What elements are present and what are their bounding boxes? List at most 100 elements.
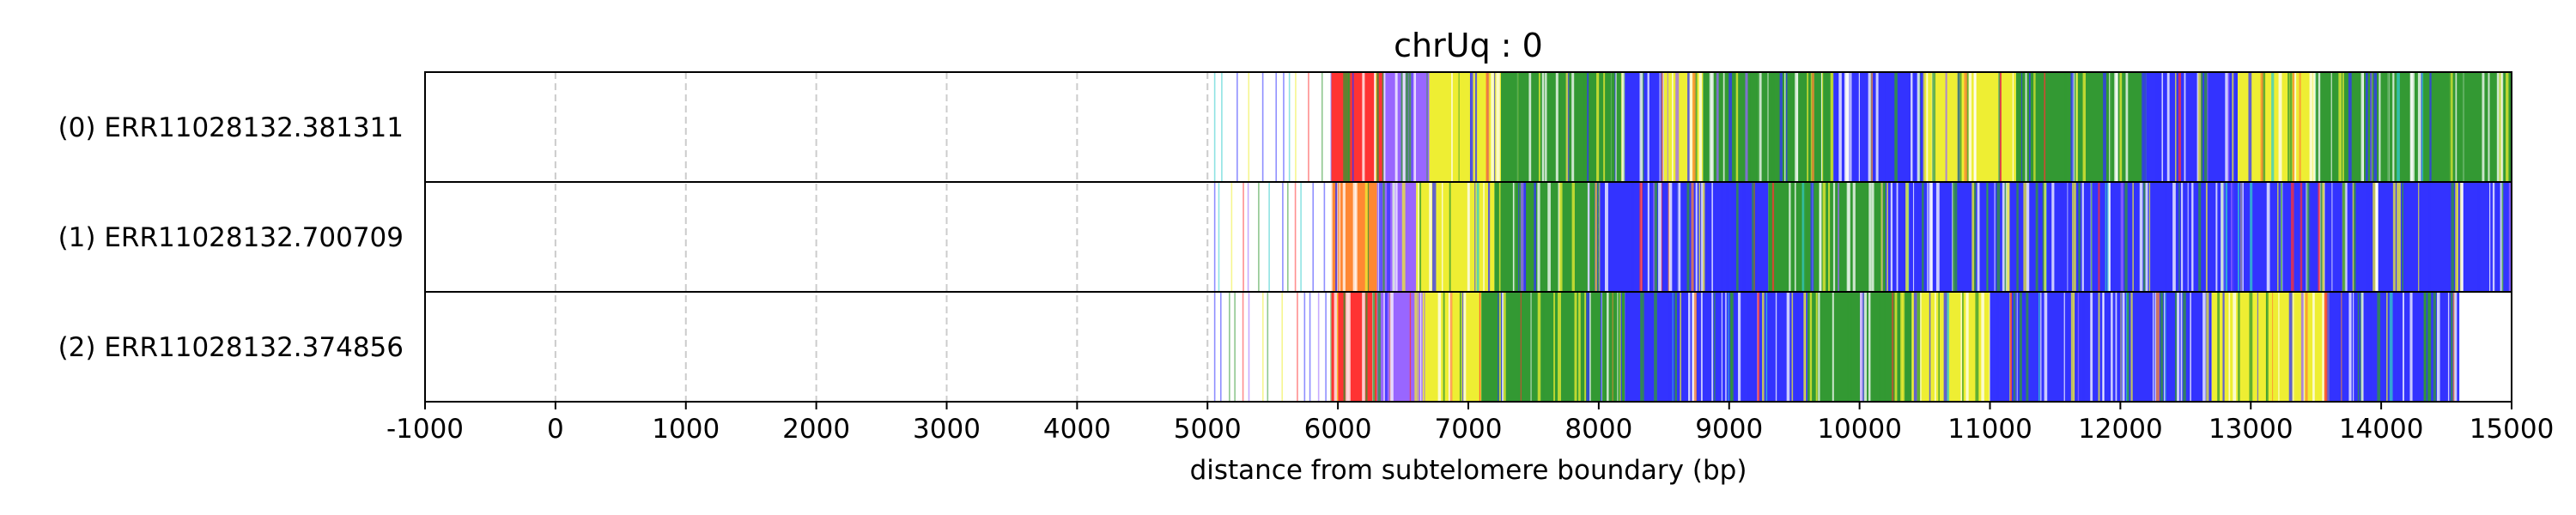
read-stripe [1518, 182, 1520, 292]
read-stripe [1747, 72, 1751, 182]
read-stripe [1336, 182, 1339, 292]
read-stripe [1708, 182, 1710, 292]
read-stripe [2318, 182, 2320, 292]
read-stripe [2397, 182, 2400, 292]
read-stripe [2217, 292, 2221, 402]
read-stripe [1771, 72, 1775, 182]
read-stripe [1758, 72, 1762, 182]
read-stripe [2278, 292, 2280, 402]
read-stripe [1382, 182, 1385, 292]
read-stripe [1691, 182, 1694, 292]
read-stripe [1346, 72, 1350, 182]
x-tick-label: 10000 [1817, 414, 1902, 445]
segment-green [1768, 182, 1886, 292]
read-stripe [1565, 72, 1569, 182]
read-stripe [1661, 72, 1663, 182]
read-stripe [2372, 182, 2376, 292]
read-stripe [1458, 72, 1460, 182]
segment-yellow [2211, 292, 2330, 402]
track-2 [1213, 292, 2461, 402]
read-stripe [1767, 72, 1769, 182]
read-stripe [2082, 292, 2085, 402]
read-stripe [1965, 292, 1969, 402]
read-stripe [1538, 72, 1540, 182]
read-stripe [1498, 292, 1501, 402]
x-tick-label: 5000 [1174, 414, 1242, 445]
segment-blue [1625, 72, 1664, 182]
read-stripe [2330, 72, 2332, 182]
read-stripe [1294, 182, 1297, 292]
read-stripe [1503, 292, 1506, 402]
read-stripe [2397, 292, 2401, 402]
read-stripe [1659, 72, 1661, 182]
read-stripe [2073, 292, 2075, 402]
read-stripe [2120, 292, 2122, 402]
read-stripe [1362, 292, 1365, 402]
read-stripe [1434, 182, 1437, 292]
read-stripe [1809, 292, 1813, 402]
read-stripe [1742, 182, 1746, 292]
read-stripe [2005, 72, 2008, 182]
read-stripe [1807, 72, 1809, 182]
read-stripe [1832, 292, 1834, 402]
track-labels: (0) ERR11028132.381311 (1) ERR11028132.70… [58, 112, 404, 363]
read-stripe [1401, 182, 1406, 292]
read-stripe [2064, 72, 2067, 182]
read-stripe [2496, 72, 2500, 182]
read-stripe [2125, 72, 2129, 182]
read-stripe [1672, 292, 1674, 402]
read-stripe [1409, 292, 1412, 402]
read-stripe [2090, 292, 2093, 402]
read-stripe [2219, 182, 2221, 292]
read-stripe [1958, 72, 1959, 182]
read-stripe [2342, 72, 2344, 182]
read-stripe [1911, 72, 1913, 182]
read-stripe [2320, 182, 2323, 292]
read-stripe [2344, 182, 2348, 292]
read-stripe [1459, 292, 1461, 402]
read-stripe [2034, 72, 2036, 182]
read-stripe [1520, 182, 1524, 292]
read-stripe [1935, 182, 1940, 292]
read-stripe [1731, 182, 1735, 292]
read-stripe [2322, 182, 2325, 292]
read-stripe [1483, 182, 1485, 292]
read-stripe [1932, 72, 1936, 182]
x-tick-label: 4000 [1043, 414, 1111, 445]
read-stripe [1803, 292, 1807, 402]
read-stripe [2433, 292, 2437, 402]
read-stripe [1820, 182, 1824, 292]
read-stripe [2342, 182, 2346, 292]
x-axis-ticks: -1000 0 1000 2000 3000 4000 5000 6000 7000 8000 90… [386, 402, 2554, 445]
read-stripe [1832, 182, 1836, 292]
read-stripe [2457, 72, 2460, 182]
read-stripe [2461, 72, 2464, 182]
segment-green [1494, 182, 1599, 292]
read-stripe [1968, 72, 1972, 182]
read-stripe [1736, 182, 1739, 292]
read-stripe [1935, 292, 1936, 402]
read-stripe [1323, 182, 1326, 292]
read-stripe [2232, 72, 2234, 182]
read-stripe [2394, 292, 2396, 402]
read-stripe [2331, 182, 2333, 292]
read-stripe [1952, 182, 1954, 292]
read-stripe [2075, 72, 2079, 182]
read-stripe [2202, 292, 2206, 402]
read-stripe [2225, 182, 2228, 292]
read-stripe [1400, 72, 1403, 182]
read-stripe [2124, 182, 2128, 292]
read-stripe [2402, 182, 2404, 292]
read-stripe [1268, 182, 1270, 292]
read-stripe [2288, 292, 2293, 402]
read-stripe [1607, 292, 1609, 402]
read-stripe [2428, 182, 2431, 292]
read-stripe [1680, 292, 1682, 402]
read-stripe [1491, 72, 1494, 182]
read-stripe [2035, 182, 2038, 292]
read-stripe [1558, 292, 1561, 402]
read-stripe [2271, 72, 2275, 182]
read-stripe [1791, 182, 1795, 292]
read-stripe [2365, 72, 2368, 182]
